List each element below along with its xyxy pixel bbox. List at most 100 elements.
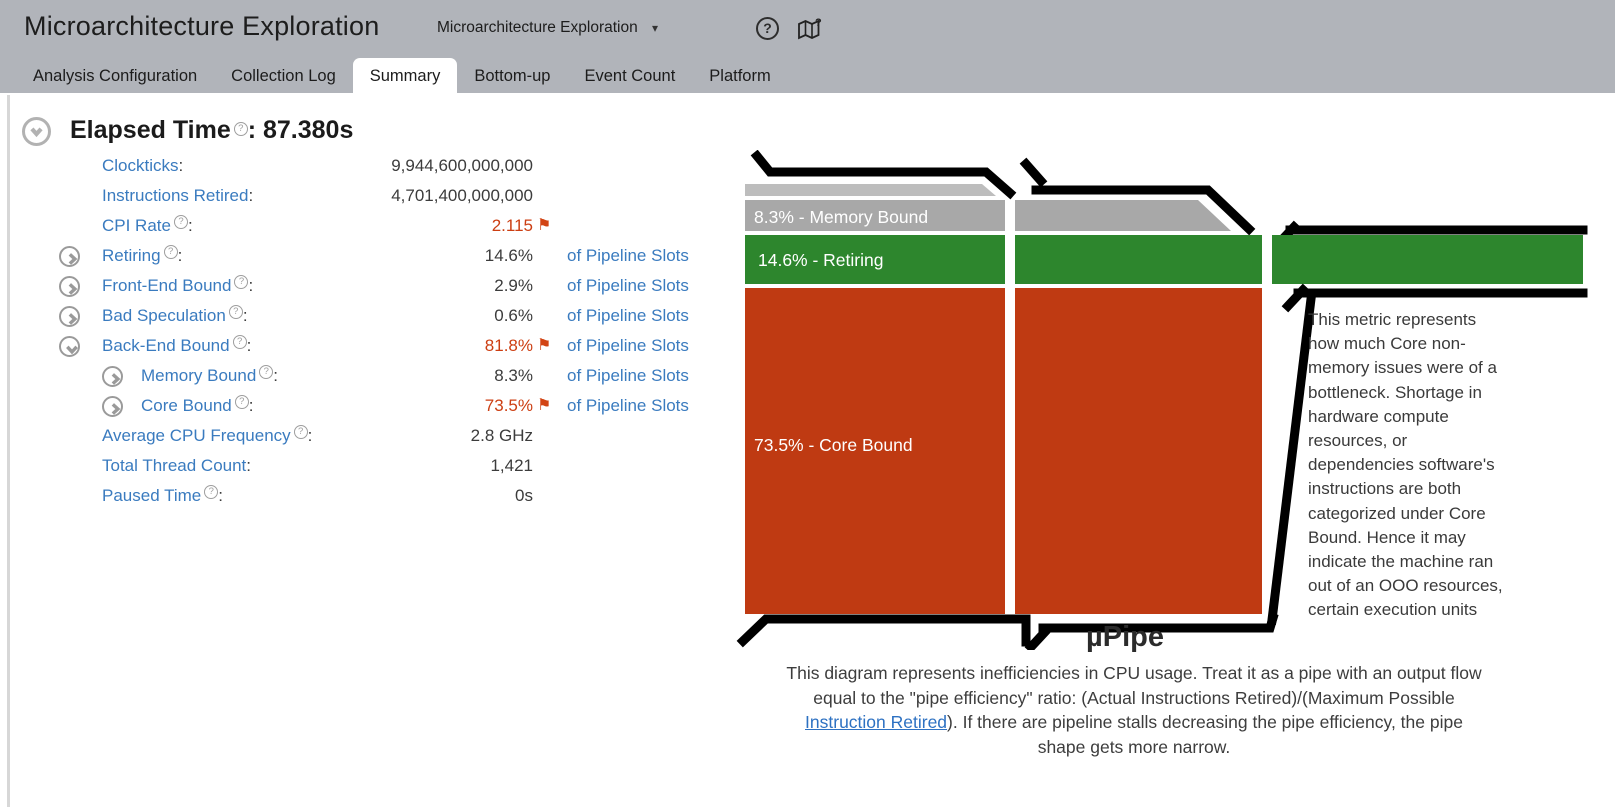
pipe-band-memory-bound[interactable] bbox=[745, 200, 1005, 231]
pipeline-slots-link[interactable]: of Pipeline Slots bbox=[567, 396, 689, 415]
metric-list: Clockticks: 9,944,600,000,000 Instructio… bbox=[0, 152, 730, 512]
help-icon[interactable]: ? bbox=[173, 215, 188, 229]
pipeline-slots-link[interactable]: of Pipeline Slots bbox=[567, 306, 689, 325]
tab-event-count[interactable]: Event Count bbox=[584, 67, 676, 85]
upipe-diagram: 8.3% - Memory Bound 14.6% - Retiring 73.… bbox=[730, 150, 1615, 650]
flag-icon: ⚑ bbox=[537, 337, 552, 354]
analysis-type-dropdown[interactable]: Microarchitecture Exploration ▾ bbox=[437, 19, 658, 37]
metric-link[interactable]: Clockticks bbox=[102, 156, 179, 175]
metric-value: 14.6% bbox=[484, 246, 533, 265]
tooltip-line: certain execution units bbox=[1308, 600, 1478, 620]
metric-row-total-thread-count: Total Thread Count: 1,421 bbox=[102, 456, 533, 475]
tooltip-left-wall bbox=[1266, 293, 1317, 626]
tooltip-line: indicate the machine ran bbox=[1308, 552, 1494, 572]
expand-icon[interactable] bbox=[59, 246, 80, 267]
help-icon[interactable]: ? bbox=[228, 305, 243, 319]
expand-icon[interactable] bbox=[59, 306, 80, 327]
pipeline-slots-link[interactable]: of Pipeline Slots bbox=[567, 366, 689, 385]
tooltip-line: out of an OOO resources, bbox=[1308, 576, 1503, 596]
metric-row-instructions-retired: Instructions Retired: 4,701,400,000,000 bbox=[102, 186, 533, 205]
help-icon[interactable]: ? bbox=[756, 17, 779, 40]
metric-value: 73.5% bbox=[484, 396, 533, 415]
metric-link[interactable]: Retiring bbox=[102, 246, 161, 265]
collapse-icon[interactable] bbox=[59, 336, 80, 357]
core-bound-tooltip: This metric represents how much Core non… bbox=[1308, 308, 1558, 624]
metric-row-back-end-bound: Back-End Bound?: 81.8% ⚑ of Pipeline Slo… bbox=[0, 332, 730, 362]
metric-link[interactable]: Front-End Bound bbox=[102, 276, 232, 295]
pipe-band-retiring-mid[interactable] bbox=[1015, 235, 1262, 284]
collapse-section-icon[interactable] bbox=[22, 117, 51, 146]
tab-analysis-configuration[interactable]: Analysis Configuration bbox=[33, 67, 198, 85]
core-bound-band-label: 73.5% - Core Bound bbox=[754, 435, 913, 455]
expand-icon[interactable] bbox=[59, 276, 80, 297]
metric-row-cpi-rate: CPI Rate?: 2.115 ⚑ bbox=[102, 215, 552, 235]
help-icon[interactable]: ? bbox=[259, 365, 274, 379]
upipe-caption: This diagram represents inefficiencies i… bbox=[718, 661, 1550, 759]
metric-link[interactable]: Total Thread Count bbox=[102, 456, 247, 475]
tooltip-line: Bound. Hence it may bbox=[1308, 527, 1466, 547]
tooltip-line: memory issues were of a bbox=[1308, 358, 1497, 378]
pipe-wall-flick bbox=[1019, 157, 1048, 188]
caption-line: equal to the "pipe efficiency" ratio: (A… bbox=[813, 687, 1455, 708]
metric-link[interactable]: Instructions Retired bbox=[102, 186, 249, 205]
pipe-bottom-wall-left bbox=[736, 614, 1031, 648]
caption-line: This diagram represents inefficiencies i… bbox=[786, 663, 1482, 683]
metric-row-retiring: Retiring?: 14.6% of Pipeline Slots bbox=[0, 242, 730, 272]
analysis-type-dropdown-value: Microarchitecture Exploration bbox=[437, 19, 638, 36]
caption-line: shape gets more narrow. bbox=[1037, 736, 1231, 757]
memory-bound-band-label: 8.3% - Memory Bound bbox=[754, 207, 928, 227]
pipe-band-frontend-sliver[interactable] bbox=[745, 184, 996, 196]
chevron-down-icon: ▾ bbox=[652, 21, 659, 35]
tab-summary[interactable]: Summary bbox=[352, 58, 458, 93]
tooltip-line: bottleneck. Shortage in bbox=[1308, 382, 1482, 402]
help-icon[interactable]: ? bbox=[163, 245, 178, 259]
documentation-map-icon[interactable]: ? bbox=[797, 17, 822, 40]
tooltip-line: dependencies software's bbox=[1308, 455, 1495, 475]
metric-link[interactable]: Memory Bound bbox=[141, 366, 257, 385]
expand-icon[interactable] bbox=[102, 366, 123, 387]
pipe-band-retiring-right[interactable] bbox=[1272, 235, 1583, 284]
metric-link[interactable]: Average CPU Frequency bbox=[102, 426, 291, 445]
help-icon[interactable]: ? bbox=[204, 485, 219, 499]
help-icon[interactable]: ? bbox=[234, 395, 249, 409]
metric-value: 0.6% bbox=[494, 306, 533, 325]
page-title: Microarchitecture Exploration bbox=[24, 11, 380, 41]
help-icon[interactable]: ? bbox=[293, 425, 308, 439]
tooltip-line: instructions are both bbox=[1308, 479, 1462, 499]
pipeline-slots-link[interactable]: of Pipeline Slots bbox=[567, 276, 689, 295]
metric-link[interactable]: CPI Rate bbox=[102, 216, 171, 235]
tooltip-line: hardware compute bbox=[1308, 406, 1449, 426]
metric-value: 81.8% bbox=[484, 336, 533, 355]
pipeline-slots-link[interactable]: of Pipeline Slots bbox=[567, 246, 689, 265]
help-icon[interactable]: ? bbox=[234, 275, 249, 289]
metric-link[interactable]: Paused Time bbox=[102, 486, 202, 505]
tab-collection-log[interactable]: Collection Log bbox=[231, 67, 336, 85]
instruction-retired-link[interactable]: Instruction Retired bbox=[805, 712, 948, 732]
doc-question-glyph: ? bbox=[815, 17, 822, 29]
metric-value: 9,944,600,000,000 bbox=[391, 156, 533, 175]
expand-icon[interactable] bbox=[102, 396, 123, 417]
metric-link[interactable]: Core Bound bbox=[141, 396, 232, 415]
metric-link[interactable]: Bad Speculation bbox=[102, 306, 226, 325]
pipe-band-retiring[interactable] bbox=[745, 235, 1005, 284]
metric-link[interactable]: Back-End Bound bbox=[102, 336, 230, 355]
metric-value: 2.115 bbox=[491, 216, 533, 235]
pipeline-slots-link[interactable]: of Pipeline Slots bbox=[567, 336, 689, 355]
tooltip-line: resources, or bbox=[1308, 431, 1408, 451]
elapsed-time-value: 87.380s bbox=[248, 116, 354, 144]
pipe-band-core-bound-mid[interactable] bbox=[1015, 288, 1262, 614]
help-icon[interactable]: ? bbox=[233, 122, 248, 136]
tooltip-line: This metric represents bbox=[1308, 310, 1477, 329]
metric-row-average-cpu-frequency: Average CPU Frequency?: 2.8 GHz bbox=[102, 425, 533, 445]
pipe-top-wall-left bbox=[750, 150, 1017, 200]
metric-value: 0s bbox=[515, 486, 533, 505]
section-title-label: Elapsed Time bbox=[70, 116, 231, 144]
help-icon[interactable]: ? bbox=[232, 335, 247, 349]
metric-row-memory-bound: Memory Bound?: 8.3% of Pipeline Slots bbox=[0, 362, 730, 392]
tab-bottom-up[interactable]: Bottom-up bbox=[474, 67, 551, 85]
pipe-band-memory-bound-mid[interactable] bbox=[1015, 200, 1231, 231]
window-header: Microarchitecture Exploration Microarchi… bbox=[0, 0, 1615, 58]
tab-platform[interactable]: Platform bbox=[709, 67, 771, 85]
section-title: Elapsed Time?87.380s bbox=[70, 116, 670, 145]
pipe-band-core-bound[interactable] bbox=[745, 288, 1005, 614]
